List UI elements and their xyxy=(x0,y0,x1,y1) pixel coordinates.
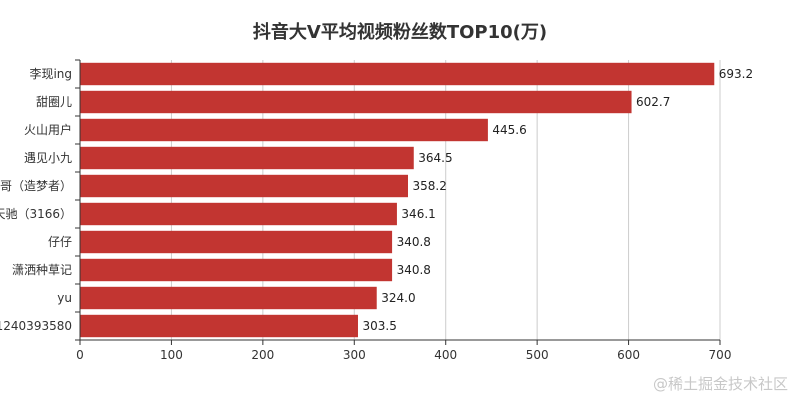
bar xyxy=(80,314,358,338)
x-tick-label: 400 xyxy=(434,348,457,362)
category-label: 1240393580 xyxy=(0,319,72,333)
category-label: 遇见小九 xyxy=(24,151,72,165)
bar xyxy=(80,62,715,86)
value-label: 358.2 xyxy=(412,179,446,193)
category-label: yu xyxy=(57,291,72,305)
value-label: 346.1 xyxy=(401,207,435,221)
bar xyxy=(80,90,632,114)
bar xyxy=(80,230,393,254)
value-label: 340.8 xyxy=(397,235,431,249)
x-tick-label: 600 xyxy=(617,348,640,362)
bar xyxy=(80,174,408,198)
category-label: 潇洒种草记 xyxy=(12,263,72,277)
chart-title: 抖音大V平均视频粉丝数TOP10(万) xyxy=(253,21,547,43)
bar xyxy=(80,202,397,226)
bar xyxy=(80,118,488,142)
value-label: 445.6 xyxy=(492,123,526,137)
value-label: 324.0 xyxy=(381,291,415,305)
category-label: 天驰（3166） xyxy=(0,207,72,221)
value-label: 602.7 xyxy=(636,95,670,109)
x-tick-label: 100 xyxy=(160,348,183,362)
x-tick-label: 200 xyxy=(251,348,274,362)
category-label: 甜圈儿 xyxy=(36,95,72,109)
bar xyxy=(80,146,414,170)
value-label: 364.5 xyxy=(418,151,452,165)
x-tick-label: 500 xyxy=(526,348,549,362)
bars: 693.2 602.7 445.6 364.5 358.2 346.1 340.8 340.8… xyxy=(80,62,753,338)
category-label: 仔仔 xyxy=(48,235,72,249)
x-tick-label: 300 xyxy=(343,348,366,362)
bar xyxy=(80,286,377,310)
watermark: @稀土掘金技术社区 xyxy=(652,375,788,393)
x-tick-label: 700 xyxy=(709,348,732,362)
x-tick-label: 0 xyxy=(76,348,84,362)
value-label: 340.8 xyxy=(397,263,431,277)
category-label: 李现ing xyxy=(29,66,72,81)
category-label: 火山用户 xyxy=(24,122,72,137)
category-label: 哥（造梦者） xyxy=(0,179,72,193)
value-label: 693.2 xyxy=(719,67,753,81)
bar xyxy=(80,258,393,282)
value-label: 303.5 xyxy=(362,319,396,333)
axes: 0 100 200 300 400 500 600 700 李现ing 甜圈儿火山用户遇见小九哥（… xyxy=(0,59,732,362)
